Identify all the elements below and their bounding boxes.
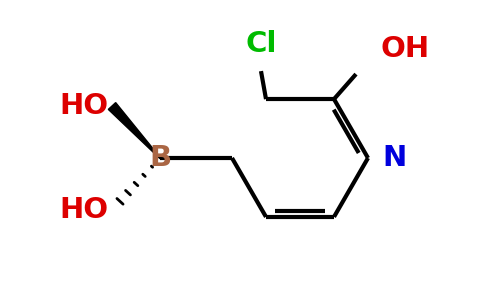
Polygon shape: [108, 103, 160, 158]
Text: Cl: Cl: [245, 30, 277, 58]
Text: HO: HO: [59, 92, 108, 120]
Text: B: B: [149, 144, 171, 172]
Text: N: N: [382, 144, 406, 172]
Text: HO: HO: [59, 196, 108, 224]
Text: OH: OH: [381, 35, 430, 63]
